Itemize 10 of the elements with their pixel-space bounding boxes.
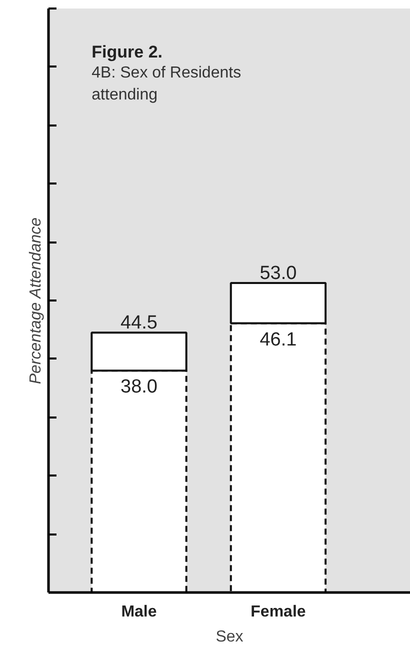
total-label: 53.0 [260,262,297,284]
x-tick-label: Female [250,604,306,620]
total-label: 44.5 [120,312,158,334]
text: Figure 2. [92,42,163,62]
data-label: 38.0 [120,376,158,398]
x-tick-label: Male [121,604,157,620]
text: 4B: Sex of Residents attending [92,64,242,104]
x-axis-title: Sex [216,628,244,646]
data-label: 46.1 [260,329,297,350]
y-axis-title: Percentage Attendance [28,217,44,384]
